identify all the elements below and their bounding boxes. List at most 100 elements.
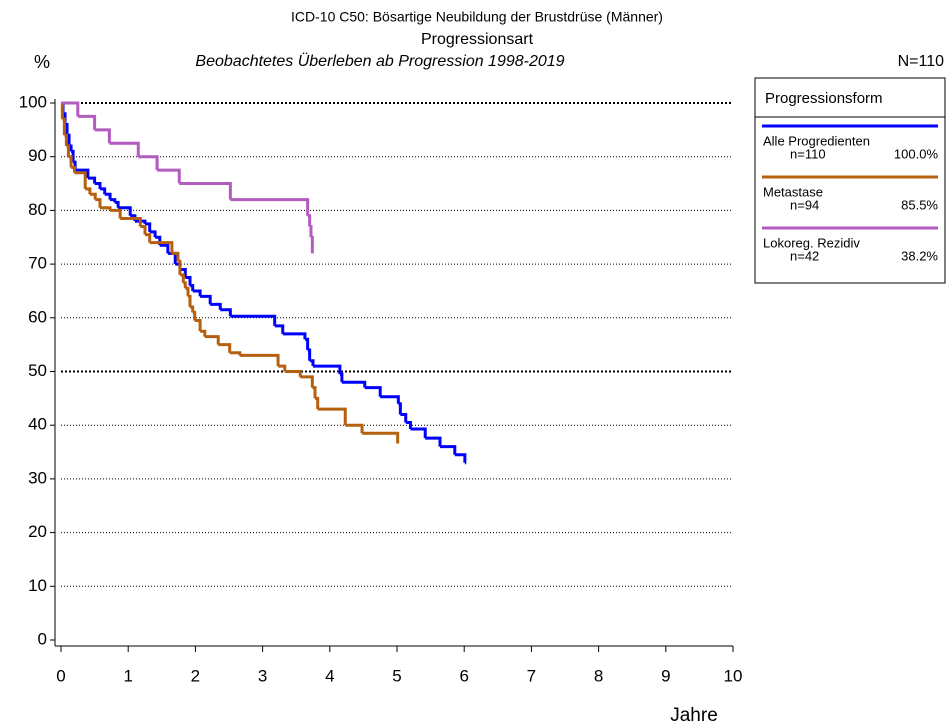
x-tick-label: 10 <box>724 666 743 685</box>
survival-step <box>200 294 212 305</box>
y-tick-label: 10 <box>28 576 47 595</box>
survival-step <box>94 182 102 189</box>
survival-step <box>157 168 181 184</box>
survival-step <box>149 241 174 254</box>
survival-step <box>68 155 73 168</box>
y-tick-label: 70 <box>28 254 47 273</box>
survival-step <box>149 230 157 238</box>
legend-share: 85.5% <box>901 197 938 212</box>
legend-label: Alle Progredienten <box>763 133 870 148</box>
survival-step <box>307 348 312 361</box>
survival-step <box>110 208 122 219</box>
survival-step <box>109 141 140 157</box>
survival-step <box>425 436 442 447</box>
survival-step <box>99 187 107 195</box>
survival-step <box>87 176 97 184</box>
survival-step <box>75 168 90 179</box>
y-tick-label: 0 <box>38 629 47 648</box>
survival-step <box>62 117 66 136</box>
survival-step <box>60 101 64 120</box>
survival-step <box>64 133 68 146</box>
survival-step <box>183 281 187 289</box>
x-tick-label: 4 <box>325 666 334 685</box>
survival-step <box>362 431 400 444</box>
survival-step <box>410 427 427 439</box>
survival-step <box>204 335 220 345</box>
survival-step <box>110 198 117 203</box>
survival-step <box>94 128 111 144</box>
survival-step <box>282 332 307 340</box>
survival-step <box>85 187 92 195</box>
y-tick-label: 40 <box>28 415 47 434</box>
y-tick-label: 50 <box>28 361 47 380</box>
survival-step <box>71 149 75 163</box>
survival-step <box>278 364 287 372</box>
x-axis-label: Jahre <box>670 705 718 726</box>
y-tick-label: 30 <box>28 468 47 487</box>
survival-step <box>138 155 159 171</box>
legend-share: 100.0% <box>894 146 939 161</box>
x-tick-label: 9 <box>661 666 670 685</box>
survival-step <box>188 294 192 308</box>
chart-title: ICD-10 C50: Bösartige Neubildung der Bru… <box>291 9 663 25</box>
y-tick-label: 20 <box>28 522 47 541</box>
survival-step <box>230 314 277 326</box>
survival-step <box>274 324 285 334</box>
survival-step <box>185 286 190 297</box>
survival-step <box>190 305 195 313</box>
survival-step <box>145 222 152 232</box>
x-tick-label: 7 <box>527 666 536 685</box>
legend-label: Lokoreg. Rezidiv <box>763 235 860 250</box>
legend-box <box>754 77 946 284</box>
x-tick-label: 6 <box>459 666 468 685</box>
survival-step <box>313 364 342 375</box>
survival-step <box>140 225 147 235</box>
chart-subtitle: Beobachtetes Überleben ab Progression 19… <box>195 52 564 70</box>
survival-step <box>210 302 222 310</box>
n-total: N=110 <box>898 53 945 70</box>
survival-step <box>192 310 197 321</box>
y-tick-label: 100 <box>19 92 47 111</box>
survival-step <box>66 144 70 157</box>
survival-step <box>200 329 207 337</box>
legend-label: Metastase <box>763 184 823 199</box>
survival-step <box>61 101 80 117</box>
survival-step <box>118 206 132 216</box>
survival-step <box>300 375 314 388</box>
y-tick-label: 60 <box>28 307 47 326</box>
survival-step <box>74 171 87 189</box>
chart-subtitle: Progressionsart <box>421 31 534 48</box>
survival-step <box>230 198 310 216</box>
survival-step <box>440 445 457 455</box>
legend-share: 38.2% <box>901 248 938 263</box>
survival-step <box>114 200 120 208</box>
survival-step <box>185 276 192 286</box>
y-axis-label: % <box>34 52 50 72</box>
survival-step <box>345 423 364 434</box>
x-tick-label: 1 <box>123 666 132 685</box>
survival-step <box>310 235 314 254</box>
survival-step <box>95 198 102 208</box>
survival-step <box>309 359 315 367</box>
survival-step <box>171 251 180 262</box>
survival-step <box>304 337 310 351</box>
legend-title: Progressionsform <box>765 90 883 107</box>
survival-step <box>179 273 185 283</box>
survival-step <box>315 396 320 410</box>
survival-step <box>307 214 312 227</box>
survival-step <box>220 308 232 317</box>
survival-step <box>341 380 367 388</box>
survival-step <box>380 395 400 404</box>
survival-step <box>364 386 382 397</box>
legend-count: n=42 <box>790 248 819 263</box>
survival-step <box>194 318 202 332</box>
x-tick-label: 0 <box>56 666 65 685</box>
survival-step <box>179 182 232 200</box>
survival-step <box>312 386 317 399</box>
survival-step <box>120 216 142 227</box>
survival-step <box>145 233 152 243</box>
survival-step <box>309 225 313 238</box>
survival-step <box>190 284 195 291</box>
y-tick-label: 90 <box>28 146 47 165</box>
